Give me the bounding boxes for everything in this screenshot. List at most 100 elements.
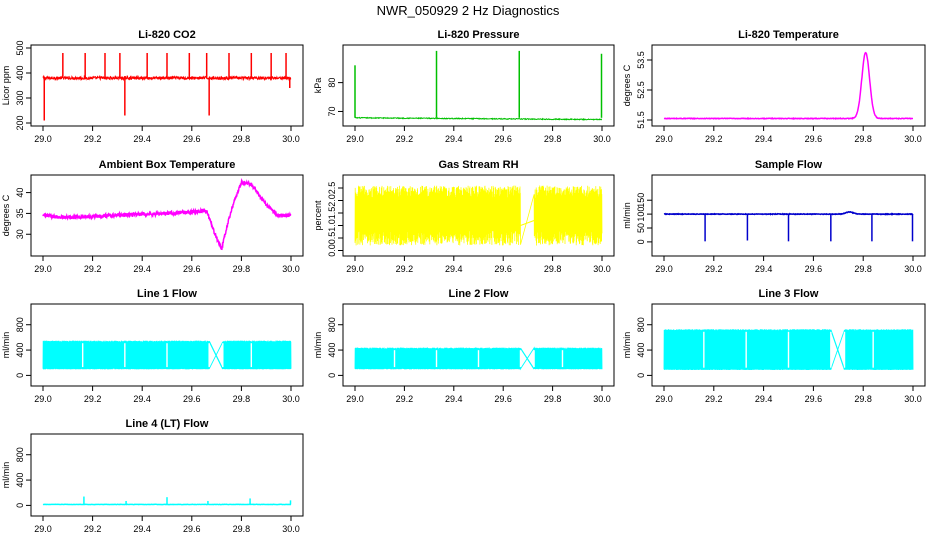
series-line (663, 210, 914, 216)
y-tick-label: 200 (15, 115, 25, 130)
chart-panel-6: Sample Flow 29.0 29.2 29.4 29.6 29.8 30.0 0 5010… (622, 159, 926, 274)
x-tick-label: 29.2 (396, 134, 414, 144)
plot-frame (651, 174, 926, 257)
x-tick-label: 29.2 (396, 394, 414, 404)
x-tick-label: 29.6 (494, 134, 512, 144)
x-tick-label: 29.0 (655, 394, 673, 404)
chart-panel-1: Li-820 CO2 29.0 29.2 29.4 29.6 29.8 30.0 200 300… (1, 29, 304, 144)
plot-frame (30, 433, 304, 517)
y-tick-label: 1.0 (327, 219, 337, 232)
x-tick-label: 29.8 (544, 134, 562, 144)
plot-frame (30, 174, 304, 257)
y-tick-label: 400 (15, 343, 25, 358)
x-tick-label: 29.8 (233, 134, 251, 144)
x-tick-label: 29.2 (84, 134, 102, 144)
y-tick-label: 52.5 (636, 81, 646, 99)
plot-frame (342, 174, 615, 257)
gap-connector (519, 347, 535, 370)
x-tick-label: 29.4 (445, 394, 463, 404)
y-tick-label: 150 (636, 193, 646, 208)
y-tick-label: 2.0 (327, 194, 337, 207)
plot-frame (30, 303, 304, 387)
plot-frame (651, 303, 926, 387)
x-tick-label: 29.2 (705, 394, 723, 404)
y-tick-label: 0 (327, 373, 337, 378)
x-tick-label: 29.0 (34, 134, 52, 144)
series-line (42, 178, 292, 251)
x-tick-label: 29.8 (854, 134, 872, 144)
x-tick-label: 29.2 (705, 134, 723, 144)
y-axis-label: kPa (313, 78, 323, 94)
y-tick-label: 0.0 (327, 244, 337, 257)
x-tick-label: 29.6 (183, 524, 201, 534)
x-tick-label: 29.2 (84, 394, 102, 404)
y-tick-label: 1.5 (327, 207, 337, 220)
y-axis-label: ml/min (1, 462, 11, 489)
y-tick-label: 30 (15, 229, 25, 239)
y-axis-label: Licor ppm (1, 66, 11, 106)
y-tick-label: 800 (327, 317, 337, 332)
x-tick-label: 30.0 (282, 264, 300, 274)
plot-frame (342, 44, 615, 127)
x-tick-label: 29.8 (854, 264, 872, 274)
y-tick-label: 800 (636, 317, 646, 332)
chart-panel-7: Line 1 Flow 29.0 29.2 29.4 29.6 29.8 30.0 0 400 8… (1, 288, 304, 404)
x-tick-label: 29.8 (233, 524, 251, 534)
chart-panel-3: Li-820 Temperature 29.0 29.2 29.4 29.6 29.8 30… (622, 29, 926, 144)
x-tick-label: 29.8 (233, 394, 251, 404)
y-tick-label: 500 (15, 40, 25, 55)
y-axis-label: ml/min (313, 332, 323, 359)
y-tick-label: 400 (327, 343, 337, 358)
x-tick-label: 29.4 (133, 264, 151, 274)
x-tick-label: 29.6 (494, 394, 512, 404)
chart-title: Li-820 Temperature (738, 29, 839, 41)
x-tick-label: 29.6 (805, 134, 823, 144)
y-tick-label: 400 (15, 473, 25, 488)
x-tick-label: 29.8 (544, 394, 562, 404)
x-tick-label: 29.4 (755, 134, 773, 144)
y-tick-label: 2.5 (327, 182, 337, 195)
x-tick-label: 29.2 (396, 264, 414, 274)
chart-title: Li-820 CO2 (138, 29, 195, 41)
chart-panel-10: Line 4 (LT) Flow 29.0 29.2 29.4 29.6 29.8 30.0… (1, 418, 304, 534)
y-axis-label: ml/min (622, 202, 632, 229)
chart-title: Sample Flow (755, 159, 823, 171)
x-tick-label: 29.8 (544, 264, 562, 274)
x-tick-label: 30.0 (904, 264, 922, 274)
chart-panel-8: Line 2 Flow 29.0 29.2 29.4 29.6 29.8 30.0 0 400 8… (313, 288, 615, 404)
y-axis-label: degrees C (1, 194, 11, 236)
x-tick-label: 30.0 (593, 134, 611, 144)
plot-frame (342, 303, 615, 387)
chart-title: Line 2 Flow (449, 288, 509, 300)
x-tick-label: 29.6 (805, 394, 823, 404)
y-tick-label: 800 (15, 447, 25, 462)
x-tick-label: 29.0 (34, 524, 52, 534)
x-tick-label: 30.0 (282, 524, 300, 534)
y-tick-label: 40 (15, 188, 25, 198)
x-tick-label: 29.2 (84, 524, 102, 534)
gap-connector (830, 329, 846, 370)
y-tick-label: 800 (15, 317, 25, 332)
x-tick-label: 29.2 (705, 264, 723, 274)
y-tick-label: 53.5 (636, 51, 646, 69)
y-tick-label: 35 (15, 208, 25, 218)
y-tick-label: 300 (15, 90, 25, 105)
x-tick-label: 29.6 (183, 264, 201, 274)
y-axis-label: degrees C (622, 64, 632, 106)
gap-connector (208, 340, 224, 370)
plot-frame (651, 44, 926, 127)
x-tick-label: 29.4 (755, 394, 773, 404)
series-line (354, 185, 603, 246)
chart-panel-5: Gas Stream RH 29.0 29.2 29.4 29.6 29.8 30.0 0.0… (313, 159, 615, 274)
x-tick-label: 29.4 (445, 134, 463, 144)
chart-panel-9: Line 3 Flow 29.0 29.2 29.4 29.6 29.8 30.0 0 400 8… (622, 288, 926, 404)
x-tick-label: 30.0 (593, 394, 611, 404)
x-tick-label: 29.0 (655, 134, 673, 144)
x-tick-label: 29.0 (346, 264, 364, 274)
plot-frame (30, 44, 304, 127)
y-tick-label: 50 (636, 223, 646, 233)
x-tick-label: 30.0 (282, 134, 300, 144)
x-tick-label: 29.4 (133, 134, 151, 144)
y-tick-label: 0 (15, 503, 25, 508)
